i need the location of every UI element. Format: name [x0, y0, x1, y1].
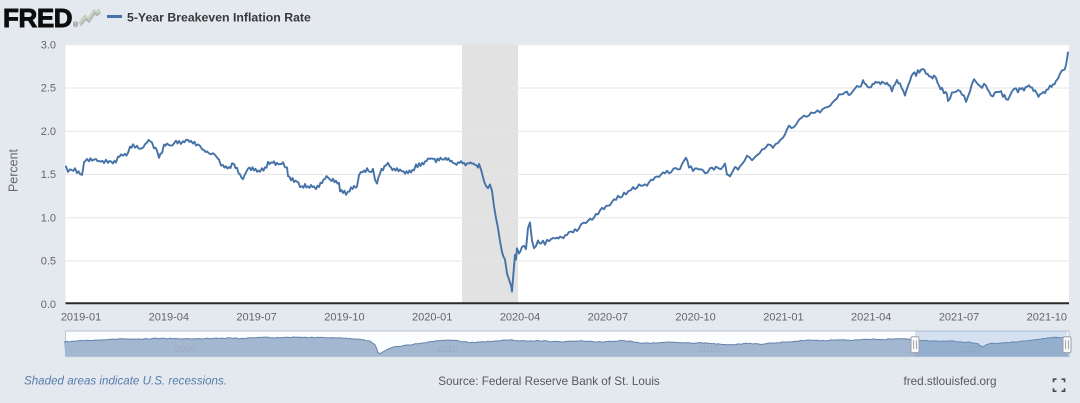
- svg-text:2019-01: 2019-01: [61, 312, 101, 324]
- svg-text:Percent: Percent: [7, 148, 21, 192]
- svg-text:3.0: 3.0: [41, 39, 56, 51]
- svg-text:2020-10: 2020-10: [675, 312, 715, 324]
- svg-text:Shaded areas indicate U.S. rec: Shaded areas indicate U.S. recessions.: [24, 375, 227, 388]
- svg-text:Source: Federal Reserve Bank o: Source: Federal Reserve Bank of St. Loui…: [438, 375, 660, 388]
- svg-text:0.5: 0.5: [41, 256, 56, 268]
- svg-text:®: ®: [73, 21, 79, 29]
- svg-text:2020-04: 2020-04: [500, 312, 540, 324]
- svg-text:2010: 2010: [436, 344, 457, 355]
- svg-text:2021-07: 2021-07: [939, 312, 979, 324]
- svg-text:2020-07: 2020-07: [588, 312, 628, 324]
- svg-text:2021-01: 2021-01: [763, 312, 803, 324]
- svg-text:1.0: 1.0: [41, 212, 56, 224]
- svg-text:2019-10: 2019-10: [324, 312, 364, 324]
- svg-text:2015: 2015: [698, 344, 719, 355]
- svg-text:5-Year Breakeven Inflation Rat: 5-Year Breakeven Inflation Rate: [127, 11, 311, 25]
- svg-text:2005: 2005: [174, 344, 195, 355]
- svg-text:2.0: 2.0: [41, 126, 56, 138]
- svg-text:2019-04: 2019-04: [149, 312, 189, 324]
- svg-text:2021-04: 2021-04: [851, 312, 891, 324]
- svg-text:2021-10: 2021-10: [1027, 312, 1067, 324]
- svg-text:fred.stlouisfed.org: fred.stlouisfed.org: [904, 375, 997, 388]
- svg-text:2.5: 2.5: [41, 83, 56, 95]
- svg-text:1.5: 1.5: [41, 169, 56, 181]
- svg-text:2019-07: 2019-07: [236, 312, 276, 324]
- svg-text:0.0: 0.0: [41, 299, 56, 311]
- svg-text:2020: 2020: [960, 344, 981, 355]
- svg-text:2020-01: 2020-01: [412, 312, 452, 324]
- svg-text:FRED: FRED: [3, 3, 72, 33]
